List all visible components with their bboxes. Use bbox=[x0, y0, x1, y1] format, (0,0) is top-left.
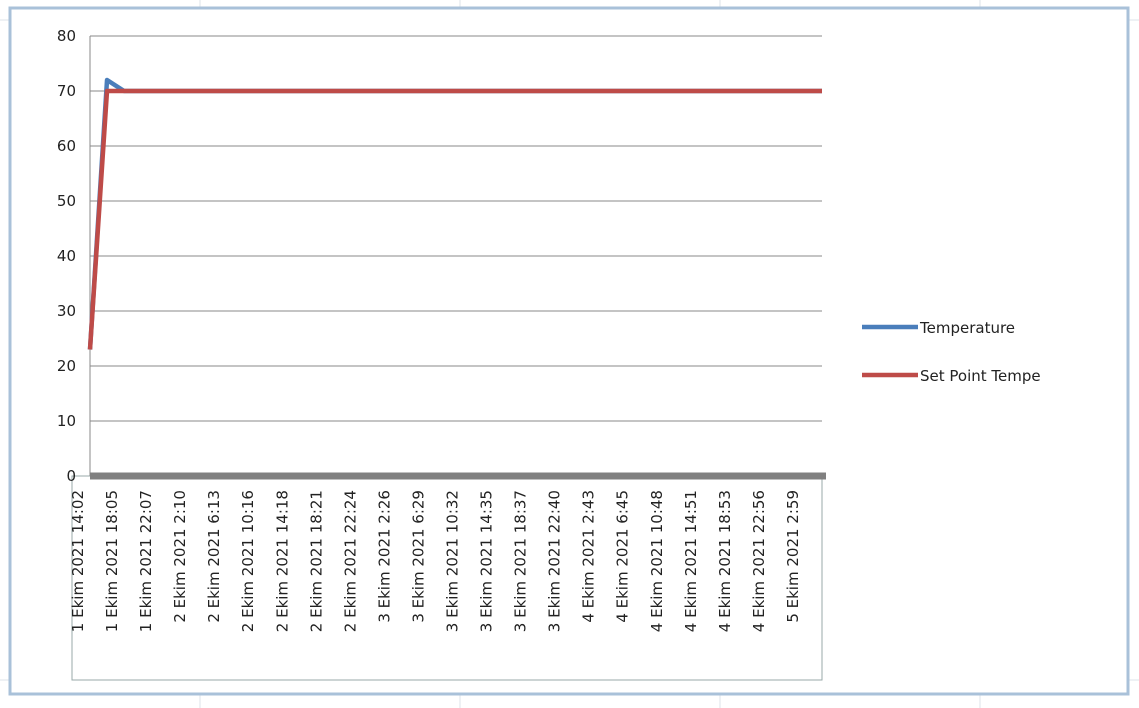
y-tick-label: 60 bbox=[57, 137, 76, 155]
y-tick-label: 50 bbox=[57, 192, 76, 210]
x-tick-label: 5 Ekim 2021 2:59 bbox=[784, 490, 802, 623]
x-tick-label: 3 Ekim 2021 10:32 bbox=[444, 490, 462, 632]
y-tick-label: 80 bbox=[57, 27, 76, 45]
x-tick-label: 1 Ekim 2021 18:05 bbox=[103, 490, 121, 632]
x-tick-label: 4 Ekim 2021 2:43 bbox=[580, 490, 598, 623]
x-tick-label: 4 Ekim 2021 18:53 bbox=[716, 490, 734, 632]
x-tick-label: 2 Ekim 2021 14:18 bbox=[273, 490, 291, 632]
x-tick-label: 3 Ekim 2021 6:29 bbox=[409, 490, 427, 623]
x-tick-label: 4 Ekim 2021 22:56 bbox=[750, 490, 768, 632]
x-tick-label: 4 Ekim 2021 10:48 bbox=[648, 490, 666, 632]
x-tick-label: 3 Ekim 2021 14:35 bbox=[478, 490, 496, 632]
x-tick-label: 2 Ekim 2021 18:21 bbox=[307, 490, 325, 632]
legend-label: Set Point Tempe bbox=[920, 367, 1041, 385]
x-tick-label: 2 Ekim 2021 22:24 bbox=[341, 490, 359, 632]
x-tick-label: 4 Ekim 2021 6:45 bbox=[614, 490, 632, 623]
x-tick-label: 3 Ekim 2021 18:37 bbox=[512, 490, 530, 632]
y-tick-label: 10 bbox=[57, 412, 76, 430]
y-tick-label: 30 bbox=[57, 302, 76, 320]
x-tick-label: 4 Ekim 2021 14:51 bbox=[682, 490, 700, 632]
chart-frame[interactable] bbox=[8, 6, 1130, 696]
x-tick-label: 2 Ekim 2021 6:13 bbox=[205, 490, 223, 623]
x-tick-label: 1 Ekim 2021 22:07 bbox=[137, 490, 155, 632]
x-tick-label: 2 Ekim 2021 10:16 bbox=[239, 490, 257, 632]
y-tick-label: 40 bbox=[57, 247, 76, 265]
y-tick-label: 20 bbox=[57, 357, 76, 375]
series-line bbox=[87, 88, 822, 350]
x-tick-label: 2 Ekim 2021 2:10 bbox=[171, 490, 189, 623]
y-tick-label: 0 bbox=[66, 467, 76, 485]
x-tick-label: 3 Ekim 2021 22:40 bbox=[546, 490, 564, 632]
y-tick-label: 70 bbox=[57, 82, 76, 100]
x-tick-label: 3 Ekim 2021 2:26 bbox=[375, 490, 393, 623]
legend-label: Temperature bbox=[919, 319, 1015, 337]
x-tick-label: 1 Ekim 2021 14:02 bbox=[69, 490, 87, 632]
